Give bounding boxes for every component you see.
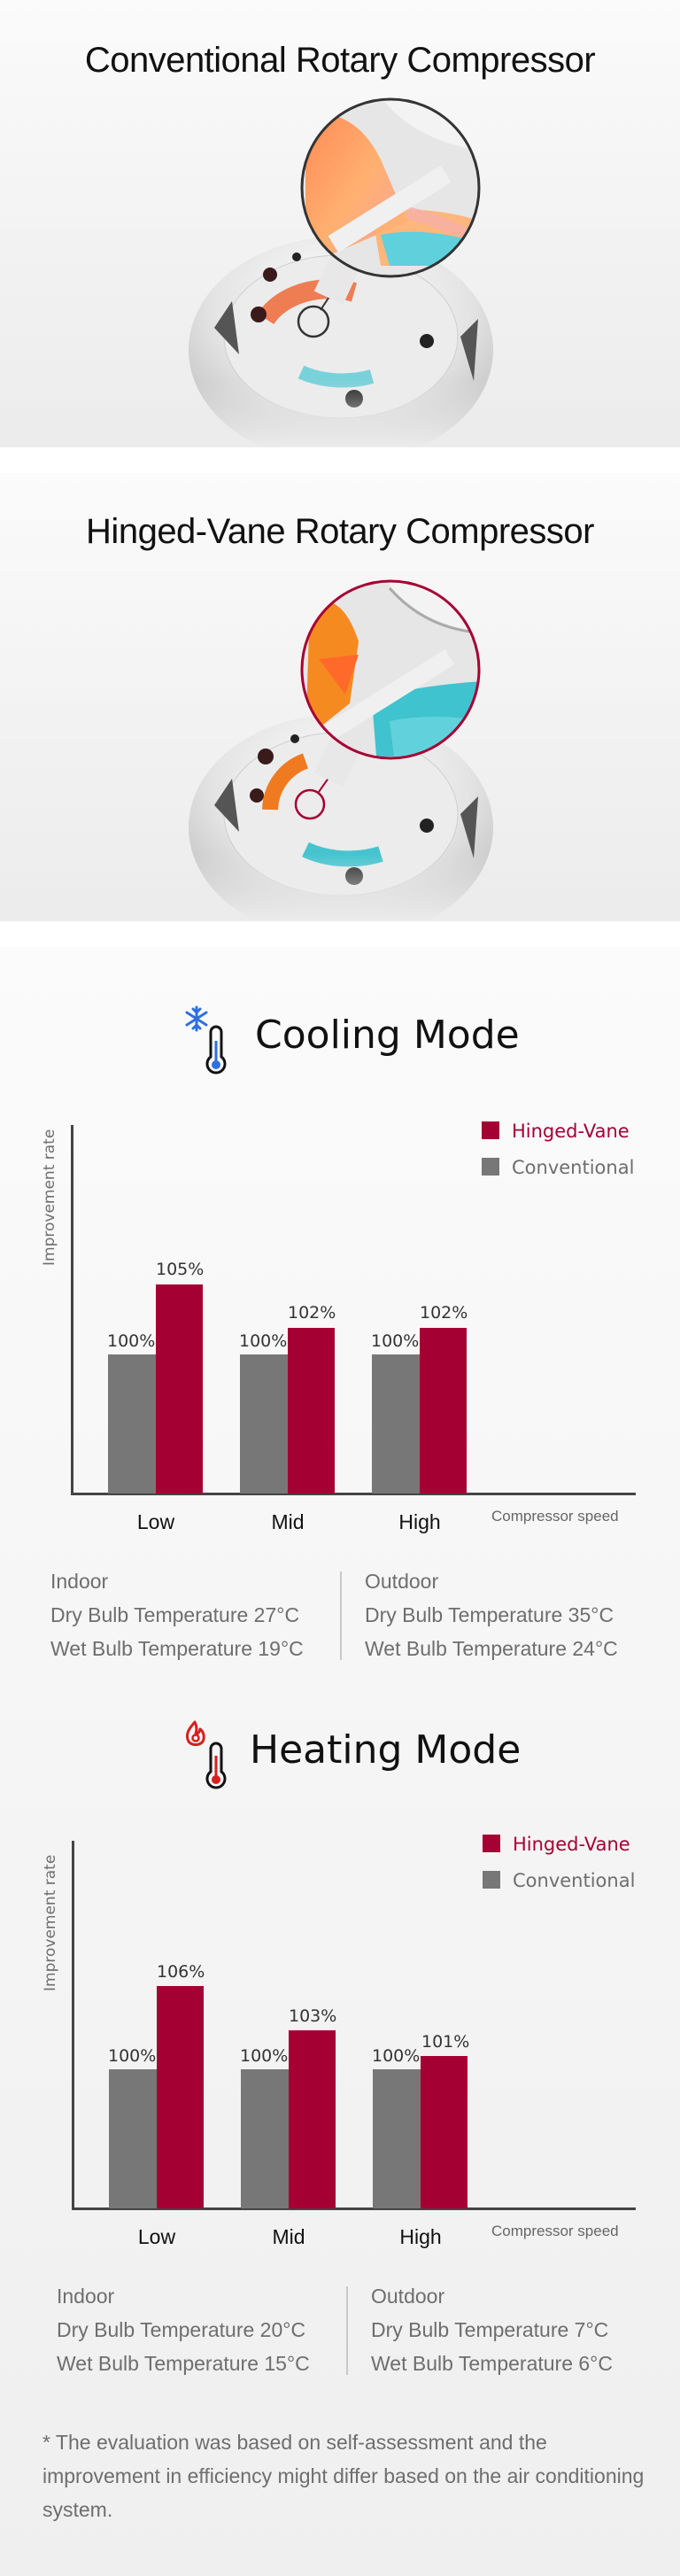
- heating-outdoor-dry-bulb: Dry Bulb Temperature 7°C: [371, 2318, 609, 2341]
- heating-mid-conventional-bar: [241, 2069, 289, 2208]
- cooling-mid-hinged-bar: [288, 1328, 335, 1494]
- cooling-outdoor-heading: Outdoor: [365, 1570, 439, 1593]
- legend-hinged-vane: Hinged-Vane: [482, 1121, 630, 1142]
- heating-category-mid: Mid: [272, 2225, 305, 2248]
- cooling-category-mid: Mid: [271, 1510, 305, 1533]
- cooling-outdoor-conditions: Outdoor Dry Bulb Temperature 35°C Wet Bu…: [365, 1564, 618, 1665]
- heating-low-conventional-value: 100%: [108, 2046, 157, 2066]
- snowflake-thermometer-icon: [185, 1005, 227, 1075]
- heating-x-axis-title: Compressor speed: [491, 2223, 619, 2239]
- hinged-vane-compressor-illustration: [0, 579, 680, 921]
- hinged-vane-compressor-section: Hinged-Vane Rotary Compressor: [0, 473, 680, 921]
- conventional-compressor-section: Conventional Rotary Compressor: [0, 0, 680, 447]
- heating-mid-hinged-value: 103%: [289, 2006, 337, 2026]
- cooling-outdoor-dry-bulb: Dry Bulb Temperature 35°C: [365, 1603, 614, 1626]
- cooling-x-axis: [71, 1493, 636, 1495]
- heating-high-hinged-bar: [421, 2056, 468, 2208]
- heating-outdoor-conditions: Outdoor Dry Bulb Temperature 7°C Wet Bul…: [371, 2279, 613, 2380]
- cooling-low-conventional-value: 100%: [107, 1331, 156, 1351]
- flame-thermometer-icon: [185, 1720, 227, 1789]
- legend-hinged-vane-label: Hinged-Vane: [513, 1834, 630, 1855]
- heating-indoor-conditions: Indoor Dry Bulb Temperature 20°C Wet Bul…: [57, 2279, 310, 2380]
- hinged-vane-swatch: [483, 1835, 500, 1852]
- heating-low-hinged-value: 106%: [157, 1962, 205, 1982]
- cooling-high-hinged-bar: [420, 1328, 467, 1494]
- heating-category-low: Low: [137, 2225, 176, 2248]
- cooling-high-conventional-value: 100%: [371, 1331, 420, 1351]
- cooling-low-conventional-bar: [108, 1354, 156, 1494]
- heating-outdoor-heading: Outdoor: [371, 2285, 445, 2308]
- heating-y-axis: [72, 1841, 74, 2210]
- hinged-vane-compressor-title: Hinged-Vane Rotary Compressor: [86, 512, 594, 551]
- heating-y-axis-label: Improvement rate: [42, 1854, 59, 1991]
- legend-hinged-vane: Hinged-Vane: [483, 1834, 630, 1855]
- cooling-x-axis-title: Compressor speed: [491, 1508, 619, 1525]
- heating-indoor-wet-bulb: Wet Bulb Temperature 15°C: [57, 2352, 310, 2375]
- heating-indoor-heading: Indoor: [57, 2285, 115, 2308]
- cooling-indoor-wet-bulb: Wet Bulb Temperature 19°C: [50, 1637, 304, 1660]
- heating-high-conventional-bar: [373, 2069, 421, 2208]
- legend-conventional: Conventional: [483, 1870, 635, 1891]
- heating-high-hinged-value: 101%: [421, 2032, 470, 2052]
- cooling-bar-chart: Improvement rate Hinged-Vane Conventiona…: [0, 947, 680, 1533]
- cooling-y-axis: [71, 1125, 73, 1495]
- conventional-swatch: [482, 1158, 499, 1175]
- heating-outdoor-wet-bulb: Wet Bulb Temperature 6°C: [371, 2352, 613, 2375]
- cooling-test-conditions: Indoor Dry Bulb Temperature 27°C Wet Bul…: [0, 1564, 680, 1671]
- legend-conventional-label: Conventional: [512, 1157, 635, 1178]
- legend-conventional-label: Conventional: [513, 1870, 636, 1891]
- disclaimer-footnote: * The evaluation was based on self-asses…: [42, 2431, 645, 2521]
- heating-conditions-divider: [346, 2286, 348, 2375]
- cooling-category-low: Low: [136, 1510, 175, 1533]
- cooling-indoor-heading: Indoor: [50, 1570, 109, 1593]
- heating-category-high: High: [399, 2225, 442, 2248]
- cooling-low-hinged-value: 105%: [156, 1260, 205, 1279]
- hinged-vane-swatch: [482, 1121, 499, 1139]
- heating-x-axis: [72, 2207, 636, 2210]
- cooling-y-axis-label: Improvement rate: [41, 1129, 58, 1266]
- cooling-conditions-divider: [340, 1571, 342, 1660]
- cooling-high-conventional-bar: [372, 1354, 420, 1494]
- cooling-mid-conventional-value: 100%: [239, 1331, 288, 1351]
- cooling-mode-title: Cooling Mode: [255, 1013, 520, 1058]
- heating-bar-chart: Improvement rate Hinged-Vane Conventiona…: [0, 1662, 680, 2248]
- heating-indoor-dry-bulb: Dry Bulb Temperature 20°C: [57, 2318, 306, 2341]
- legend-hinged-vane-label: Hinged-Vane: [512, 1121, 630, 1142]
- heating-mid-conventional-value: 100%: [240, 2046, 289, 2066]
- cooling-high-hinged-value: 102%: [420, 1303, 468, 1323]
- legend-conventional: Conventional: [482, 1157, 634, 1178]
- heating-low-hinged-bar: [157, 1986, 204, 2208]
- conventional-swatch: [483, 1871, 500, 1889]
- heating-mode-title: Heating Mode: [250, 1727, 522, 1773]
- cooling-mid-conventional-bar: [240, 1354, 288, 1494]
- heating-mode-heading: Heating Mode: [0, 1719, 680, 1789]
- heating-low-conventional-bar: [109, 2069, 157, 2208]
- heating-mid-hinged-bar: [289, 2030, 336, 2208]
- efficiency-charts-section: Cooling Mode Improvement rate Hinged-Van…: [0, 947, 680, 2576]
- conventional-compressor-illustration: [0, 97, 680, 447]
- cooling-category-high: High: [398, 1510, 441, 1533]
- heating-high-conventional-value: 100%: [372, 2046, 421, 2066]
- cooling-mid-hinged-value: 102%: [288, 1303, 336, 1323]
- cooling-indoor-conditions: Indoor Dry Bulb Temperature 27°C Wet Bul…: [50, 1564, 304, 1665]
- cooling-indoor-dry-bulb: Dry Bulb Temperature 27°C: [50, 1603, 300, 1626]
- conventional-compressor-title: Conventional Rotary Compressor: [84, 41, 596, 80]
- cooling-low-hinged-bar: [156, 1284, 203, 1494]
- heating-test-conditions: Indoor Dry Bulb Temperature 20°C Wet Bul…: [0, 2279, 680, 2386]
- cooling-outdoor-wet-bulb: Wet Bulb Temperature 24°C: [365, 1637, 618, 1660]
- cooling-mode-heading: Cooling Mode: [0, 1005, 680, 1076]
